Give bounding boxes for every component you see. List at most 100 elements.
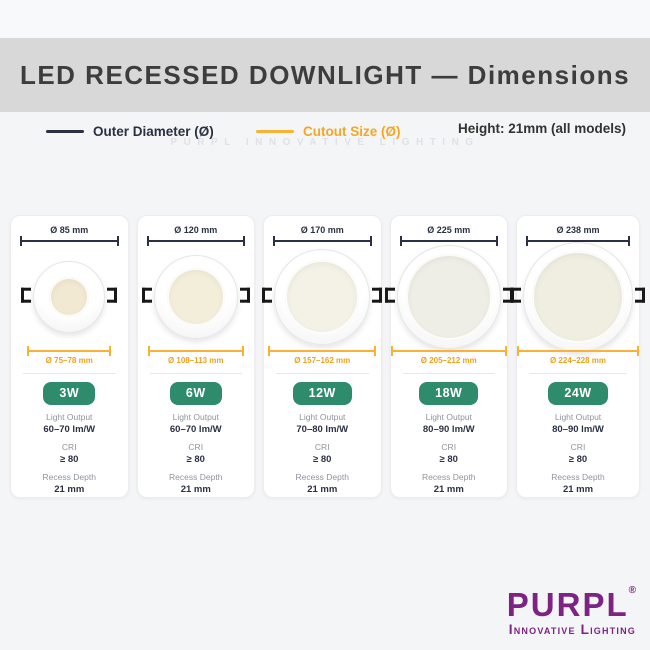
product-card-12w: Ø 170 mm Ø 157–162 mm 12W Light Output 70–80… [262,215,383,498]
downlight-illustration [384,244,513,350]
downlight-trim-ring [396,245,501,349]
card-divider [402,373,495,374]
downlight-illustration [11,244,128,350]
product-card-18w: Ø 225 mm Ø 205–212 mm 18W Light Output 80–90… [384,215,513,498]
downlight-light-face [166,268,225,326]
spring-clip-left [141,287,152,303]
outer-diameter-value: Ø 85 mm [50,225,89,235]
spec-cri-value: ≥ 80 [186,454,205,465]
spec-recess-depth-value: 21 mm [307,484,338,495]
outer-diameter-line [399,236,498,246]
spec-recess-depth: Recess Depth 21 mm [551,472,604,495]
cutout-size-value: Ø 224–228 mm [549,356,607,365]
spec-light-output-value: 70–80 lm/W [296,424,349,435]
downlight-light-face [49,277,90,317]
downlight-illustration [138,244,255,350]
spec-light-output-label: Light Output [172,412,219,422]
spec-recess-depth-label: Recess Depth [169,472,223,482]
card-divider [276,373,369,374]
spec-cri: CRI ≥ 80 [440,442,458,465]
spec-light-output-value: 60–70 lm/W [43,424,96,435]
legend-cutout-size-label: Cutout Size (Ø) [303,123,401,139]
header-banner: LED RECESSED DOWNLIGHT — Dimensions [0,38,650,112]
outer-diameter-value: Ø 120 mm [174,225,218,235]
downlight-illustration [511,242,645,352]
spec-cri: CRI ≥ 80 [313,442,331,465]
spec-light-output-label: Light Output [554,412,602,422]
cutout-size-value: Ø 108–113 mm [167,356,224,365]
outer-diameter-value: Ø 225 mm [427,225,471,235]
legend-cutout-size: Cutout Size (Ø) [256,119,401,143]
outer-diameter-value: Ø 170 mm [300,225,344,235]
spec-cri-label: CRI [570,442,586,452]
cutout-size-line [27,346,112,356]
spec-recess-depth-label: Recess Depth [551,472,605,482]
spec-cri-label: CRI [441,442,457,452]
downlight-trim-ring [523,242,633,352]
product-card-6w: Ø 120 mm Ø 108–113 mm 6W Light Output 60–70 … [136,215,255,498]
downlight-light-face [532,251,624,343]
legend-outer-diameter: Outer Diameter (Ø) [46,119,214,143]
logo-brand-text: PURPL [506,586,629,623]
cutout-size-line [390,346,507,356]
wattage-badge: 3W [43,382,96,405]
cutout-size-value: Ø 75–78 mm [45,356,93,365]
cutout-size-value: Ø 157–162 mm [294,356,351,365]
spec-recess-depth-label: Recess Depth [295,472,349,482]
cutout-size-line-swatch [256,129,294,133]
spec-light-output: Light Output 70–80 lm/W [296,412,348,435]
wattage-badge: 6W [169,382,222,405]
downlight-light-face [285,260,360,334]
card-divider [23,373,116,374]
outer-diameter-line [526,236,630,246]
top-margin-strip [0,0,650,38]
spec-cri-value: ≥ 80 [313,454,332,465]
cutout-size-line [147,346,244,356]
cutout-size-line [268,346,377,356]
legend: Outer Diameter (Ø) Cutout Size (Ø) Heigh… [0,119,650,143]
spring-clip-right [635,287,645,303]
spec-recess-depth-value: 21 mm [180,484,211,495]
downlight-light-face [405,254,492,340]
spring-clip-right [372,287,383,303]
spec-cri-label: CRI [188,442,204,452]
spec-light-output-value: 60–70 lm/W [169,424,222,435]
page-title: LED RECESSED DOWNLIGHT — Dimensions [19,59,631,90]
spec-light-output-value: 80–90 lm/W [552,424,604,435]
legend-outer-diameter-label: Outer Diameter (Ø) [93,123,214,139]
product-cards: Ø 85 mm Ø 75–78 mm 3W Light Output 60–70 lm/… [10,215,645,498]
wattage-badge: 12W [292,382,352,405]
spec-cri-value: ≥ 80 [60,454,79,465]
outer-diameter-line [273,236,372,246]
spec-recess-depth-label: Recess Depth [42,472,96,482]
spec-cri-value: ≥ 80 [439,454,458,465]
spec-recess-depth-value: 21 mm [54,484,85,495]
spec-light-output: Light Output 60–70 lm/W [43,412,95,435]
product-card-3w: Ø 85 mm Ø 75–78 mm 3W Light Output 60–70 lm/… [10,215,129,498]
outer-diameter-value: Ø 238 mm [556,225,600,235]
logo-wordmark: PURPL® [506,586,636,623]
spec-light-output-label: Light Output [425,412,472,422]
spec-cri-value: ≥ 80 [568,454,588,465]
spring-clip-left [262,287,273,303]
brand-logo: PURPL® Innovative Lighting [506,586,636,638]
spec-light-output-value: 80–90 lm/W [422,424,475,435]
downlight-trim-ring [274,249,371,345]
spec-recess-depth: Recess Depth 21 mm [422,472,475,495]
spec-light-output-label: Light Output [299,412,346,422]
wattage-badge: 18W [419,382,479,405]
height-note: Height: 21mm (all models) [458,121,627,136]
spec-recess-depth: Recess Depth 21 mm [169,472,222,495]
outer-diameter-line [20,236,119,246]
spring-clip-left [384,287,395,303]
logo-tagline: Innovative Lighting [508,622,636,637]
wattage-badge: 24W [548,382,608,405]
spec-recess-depth-label: Recess Depth [422,472,476,482]
card-divider [149,373,242,374]
spec-light-output: Light Output 80–90 lm/W [423,412,475,435]
spring-clip-left [511,287,521,303]
brand-watermark: PURPL INNOVATIVE LIGHTING [170,137,480,148]
spring-clip-right [239,287,250,303]
downlight-trim-ring [153,255,238,339]
spec-cri-label: CRI [314,442,330,452]
